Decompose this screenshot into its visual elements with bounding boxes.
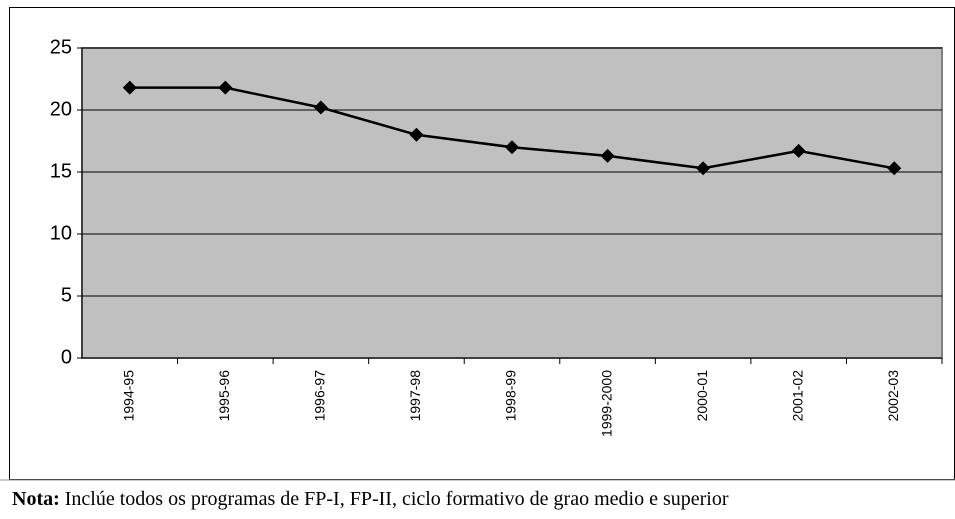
marker bbox=[409, 127, 424, 142]
x-tick-label: 1994-95 bbox=[120, 370, 136, 422]
y-tick-label: 20 bbox=[50, 98, 72, 120]
y-tick-label: 0 bbox=[61, 346, 72, 368]
marker bbox=[887, 161, 902, 176]
plot-area bbox=[81, 47, 943, 359]
y-tick-label: 15 bbox=[50, 160, 72, 182]
x-tick-label: 1995-96 bbox=[216, 370, 232, 422]
y-tick-label: 10 bbox=[50, 222, 72, 244]
x-tick-label: 1998-99 bbox=[503, 370, 519, 422]
x-tick-label: 1999-2000 bbox=[598, 370, 614, 437]
x-tick-label: 2002-03 bbox=[885, 370, 901, 422]
note: Nota: Inclúe todos os programas de FP-I, … bbox=[12, 488, 729, 510]
marker bbox=[505, 140, 519, 155]
x-tick-label: 1997-98 bbox=[407, 370, 423, 422]
marker bbox=[313, 100, 328, 115]
marker bbox=[600, 148, 615, 163]
marker bbox=[791, 143, 806, 158]
note-label: Nota: bbox=[12, 488, 60, 510]
y-tick-label: 5 bbox=[61, 284, 72, 306]
y-tick-label: 25 bbox=[50, 36, 72, 58]
x-tick-label: 2001-02 bbox=[789, 370, 805, 422]
marker bbox=[122, 80, 137, 95]
marker bbox=[218, 80, 233, 95]
x-tick-label: 1996-97 bbox=[312, 370, 328, 422]
marker bbox=[696, 161, 711, 176]
note-text: Inclúe todos os programas de FP-I, FP-II… bbox=[65, 488, 729, 510]
x-tick-label: 2000-01 bbox=[694, 370, 710, 422]
